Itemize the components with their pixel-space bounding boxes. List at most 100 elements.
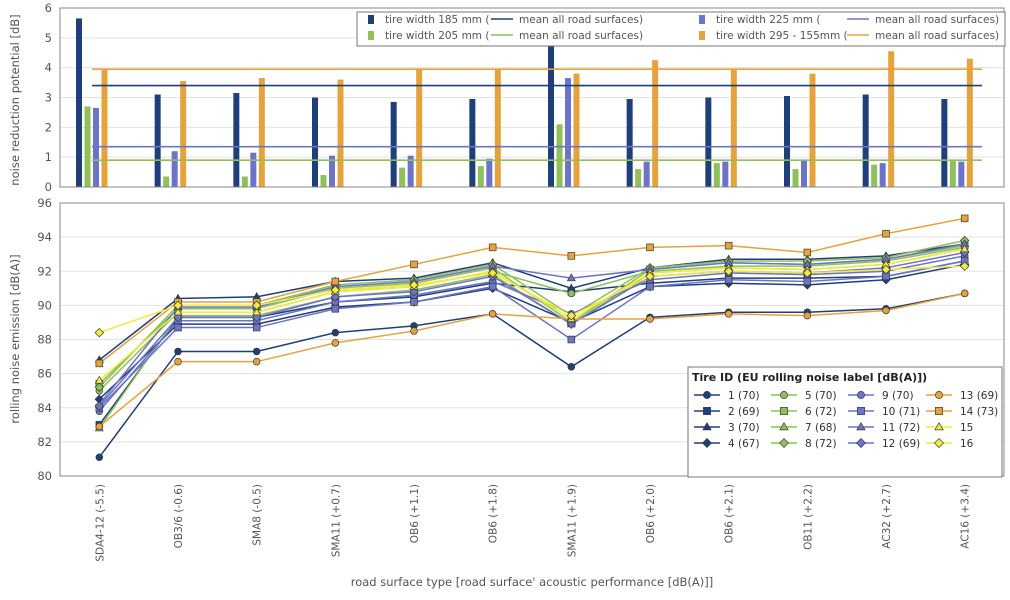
data-point — [174, 347, 182, 356]
bottom-y-tick-label: 92 — [37, 264, 52, 278]
top-y-tick-label: 5 — [45, 31, 52, 45]
data-point — [173, 300, 183, 311]
bar — [180, 81, 187, 187]
legend-bar-swatch — [368, 31, 374, 40]
data-point — [488, 310, 497, 318]
legend-series-label: 5 (70) — [805, 390, 837, 402]
x-tick-label: OB6 (+2.1) — [724, 484, 736, 543]
bar — [730, 69, 737, 187]
legend-series-label: 15 — [960, 422, 973, 434]
bar — [76, 18, 82, 187]
data-point — [252, 347, 261, 356]
bar — [949, 160, 956, 187]
legend-series-label: 6 (72) — [805, 406, 837, 418]
data-point — [567, 252, 576, 260]
bottom-y-tick-label: 94 — [37, 230, 52, 244]
legend-mean-label: mean all road surfaces) — [519, 30, 643, 42]
data-point — [856, 421, 866, 431]
data-point — [724, 241, 733, 250]
data-point — [803, 248, 812, 257]
legend-series-label: 2 (69) — [728, 406, 760, 418]
legend-series-label: 9 (70) — [882, 390, 914, 402]
top-y-ticks: 0 1 2 3 4 5 6 — [45, 1, 52, 194]
series-line — [98, 243, 965, 405]
data-point — [857, 407, 865, 415]
bar — [258, 78, 265, 187]
bar — [713, 163, 720, 187]
data-point — [410, 260, 418, 269]
series-group — [94, 261, 970, 338]
data-point — [95, 422, 104, 431]
series-line — [99, 265, 965, 334]
data-point — [702, 438, 712, 448]
bottom-y-tick-label: 96 — [37, 196, 52, 210]
bar — [477, 166, 484, 187]
series-line — [98, 244, 965, 385]
data-point — [331, 339, 340, 347]
top-bars — [76, 18, 973, 188]
data-point — [252, 357, 261, 366]
bar — [871, 164, 878, 187]
x-tick-label: SMA8 (-0.5) — [252, 484, 264, 546]
data-point — [488, 243, 497, 252]
x-tick-label: AC16 (+3.4) — [960, 484, 972, 549]
data-point — [566, 310, 577, 321]
bar — [626, 98, 633, 187]
bar — [329, 155, 335, 187]
data-point — [173, 307, 183, 316]
legend-series-label: tire width 205 mm ( — [385, 30, 489, 42]
data-point — [703, 391, 711, 399]
bar — [390, 101, 397, 187]
bar — [722, 161, 729, 187]
x-tick-label: SMA11 (+1.9) — [566, 484, 578, 557]
data-point — [882, 229, 890, 238]
data-point — [960, 214, 969, 223]
bar — [548, 45, 554, 187]
bottom-y-tick-label: 88 — [37, 333, 52, 347]
data-point — [857, 391, 865, 399]
bar — [635, 169, 642, 187]
bar — [966, 58, 973, 187]
bar — [337, 79, 344, 187]
series-line — [98, 263, 965, 400]
bar — [879, 163, 886, 187]
bar — [241, 176, 248, 187]
bottom-legend-title: Tire ID (EU rolling noise label [dB(A)]) — [692, 371, 927, 384]
bar — [154, 94, 161, 187]
bar — [312, 97, 318, 187]
bar — [469, 98, 476, 187]
data-point — [646, 282, 654, 291]
data-point — [934, 421, 944, 431]
series-line — [98, 260, 965, 409]
bar — [101, 69, 108, 187]
bar — [416, 69, 423, 187]
bar — [652, 60, 659, 188]
data-point — [803, 277, 812, 286]
legend-mean-label: mean all road surfaces) — [875, 30, 999, 42]
data-point — [803, 311, 812, 320]
data-point — [959, 261, 970, 271]
x-tick-label: SDA4-12 (-5.5) — [94, 484, 106, 562]
legend-series-label: 4 (67) — [728, 438, 760, 450]
bar — [399, 167, 406, 187]
bar — [565, 78, 571, 187]
data-point — [703, 407, 711, 415]
bar — [941, 98, 948, 187]
top-y-tick-label: 0 — [45, 180, 52, 194]
x-tick-label: AC32 (+2.7) — [881, 484, 893, 549]
x-tick-label: SMA11 (+0.7) — [330, 484, 342, 557]
bar — [809, 73, 816, 187]
data-point — [723, 266, 734, 276]
bar — [320, 175, 327, 187]
legend-series-label: tire width 225 mm ( — [716, 14, 820, 26]
data-point — [488, 282, 497, 291]
legend-series-label: 8 (72) — [805, 438, 837, 450]
data-point — [410, 298, 418, 306]
bottom-y-tick-label: 82 — [37, 435, 52, 449]
bar — [792, 169, 799, 187]
bar — [486, 158, 493, 187]
bar — [233, 93, 240, 187]
x-tick-label: OB11 (+2.2) — [802, 484, 814, 550]
bottom-y-tick-label: 80 — [37, 469, 52, 483]
data-point — [410, 327, 418, 335]
